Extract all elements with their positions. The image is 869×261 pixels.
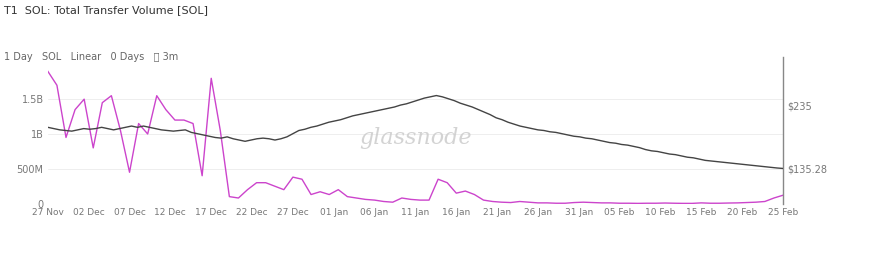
Text: 1 Day   SOL   Linear   0 Days   ⎙ 3m: 1 Day SOL Linear 0 Days ⎙ 3m	[4, 52, 178, 62]
Text: glassnode: glassnode	[359, 127, 471, 149]
Text: T1  SOL: Total Transfer Volume [SOL]: T1 SOL: Total Transfer Volume [SOL]	[4, 5, 208, 15]
